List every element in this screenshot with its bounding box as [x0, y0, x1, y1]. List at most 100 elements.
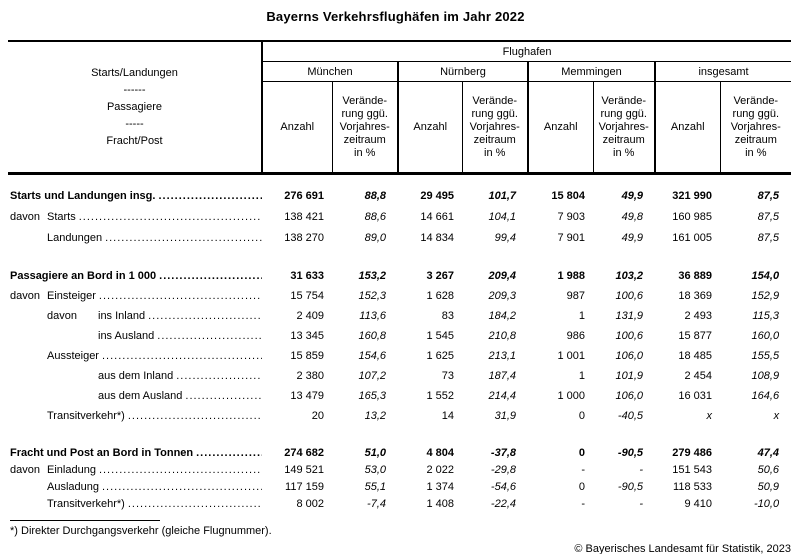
table-row: Aussteiger 15 859 154,6 1 625 213,1 1 001 106,… — [8, 346, 791, 366]
count-value: 1 001 — [557, 350, 585, 362]
change-value: 49,8 — [621, 210, 643, 223]
change-value: 101,7 — [488, 189, 516, 202]
anzahl-header: Anzahl — [654, 81, 720, 175]
change-value: 160,0 — [751, 330, 780, 342]
group-header-muenchen: München — [261, 61, 398, 82]
row-label: Einsteiger — [47, 290, 96, 302]
anzahl-header: Anzahl — [397, 81, 462, 175]
count-value: 4 804 — [426, 446, 454, 459]
change-value: 113,6 — [359, 310, 386, 322]
row-prefix: davon — [10, 290, 40, 302]
change-value: 131,9 — [615, 310, 643, 322]
count-value: 1 — [578, 310, 585, 322]
change-value: 214,4 — [488, 390, 516, 402]
change-value: 154,6 — [358, 350, 386, 362]
row-label-cell: aus dem Inland — [8, 366, 262, 386]
row-label-cell: aus dem Ausland — [8, 386, 262, 406]
table-row: Transitverkehr*) 20 13,2 14 31,9 0 -40,5 x x — [8, 406, 791, 426]
change-value: 115,3 — [752, 310, 780, 322]
count-value: 118 533 — [673, 480, 712, 493]
group-header-nuernberg: Nürnberg — [397, 61, 528, 82]
count-value: 9 410 — [684, 497, 712, 510]
change-value: 165,3 — [358, 390, 386, 402]
row-label-cell: Fracht und Post an Bord in Tonnen — [8, 444, 262, 461]
table-header: Starts/Landungen ------ Passagiere -----… — [8, 41, 791, 175]
group-header-memmingen: Memmingen — [527, 61, 655, 82]
stub-header-line: Starts/Landungen — [91, 66, 178, 79]
count-value: 1 408 — [426, 497, 454, 510]
count-value: 1 988 — [557, 270, 585, 282]
count-value: 83 — [441, 310, 454, 322]
count-value: 117 159 — [285, 480, 324, 493]
row-label: Aussteiger — [47, 350, 99, 362]
table-row: Landungen 138 270 89,0 14 834 99,4 7 901 49,9 1… — [8, 227, 791, 248]
change-header: Verände- rung ggü. Vorjahres- zeitraum i… — [461, 81, 528, 175]
row-label-wrap: aus dem Inland — [10, 370, 262, 382]
count-value: 14 834 — [420, 231, 454, 244]
row-prefix: davon — [10, 210, 40, 223]
count-value: 3 267 — [426, 270, 454, 282]
count-value: 151 543 — [672, 463, 712, 476]
row-label-wrap: davon ins Inland — [10, 310, 262, 322]
count-value: 279 486 — [672, 446, 712, 459]
change-value: x — [773, 410, 780, 422]
change-header-line: Vorjahres- — [469, 120, 520, 133]
dot-leader — [79, 211, 262, 223]
change-header-line: in % — [613, 146, 635, 159]
change-value: 31,9 — [494, 410, 516, 422]
change-value: 209,3 — [488, 290, 516, 302]
count-value: 2 380 — [296, 370, 324, 382]
count-value: 15 859 — [290, 350, 324, 362]
table-row: Fracht und Post an Bord in Tonnen 274 682… — [8, 444, 791, 461]
count-value: 7 903 — [557, 210, 585, 223]
row-label-cell: davon Einsteiger — [8, 286, 262, 306]
change-value: -29,8 — [490, 463, 516, 476]
change-header-line: Verände- — [472, 94, 518, 107]
footnote-text: *) Direkter Durchgangsverkehr (gleiche F… — [10, 525, 272, 537]
count-value: 2 022 — [426, 463, 454, 476]
dot-leader — [185, 390, 262, 402]
dot-leader — [159, 270, 262, 282]
count-value: 7 901 — [557, 231, 585, 244]
change-header-line: zeitraum — [343, 133, 386, 146]
change-value: 99,4 — [494, 231, 516, 244]
change-value: 87,5 — [757, 231, 780, 244]
count-value: 987 — [566, 290, 585, 302]
row-prefix: davon — [10, 463, 40, 476]
change-header-line: zeitraum — [734, 133, 777, 146]
change-value: 49,9 — [621, 189, 643, 202]
anzahl-header: Anzahl — [261, 81, 332, 175]
anzahl-header: Anzahl — [527, 81, 593, 175]
stub-header-line: Fracht/Post — [106, 134, 163, 147]
table-row: Transitverkehr*) 8 002 -7,4 1 408 -22,4 - - 9 4… — [8, 495, 791, 512]
row-label-wrap: aus dem Ausland — [10, 390, 262, 402]
change-value: 13,2 — [364, 410, 386, 422]
change-value: 49,9 — [621, 231, 643, 244]
dot-leader — [99, 290, 262, 302]
change-header: Verände- rung ggü. Vorjahres- zeitraum i… — [592, 81, 655, 175]
change-value: 152,9 — [751, 290, 780, 302]
table-row: Starts und Landungen insg. 276 691 88,8 29 … — [8, 185, 791, 206]
row-prefix: davon — [47, 310, 77, 322]
change-value: -7,4 — [367, 497, 386, 510]
change-value: 108,9 — [751, 370, 780, 382]
flughafen-header: Flughafen — [260, 41, 791, 62]
change-value: 100,6 — [615, 290, 643, 302]
row-label-cell: davon Einladung — [8, 461, 262, 478]
row-label-wrap: Transitverkehr*) — [10, 410, 262, 422]
change-header-line: zeitraum — [473, 133, 516, 146]
change-value: 87,5 — [757, 189, 780, 202]
change-value: - — [639, 497, 643, 510]
change-value: -90,5 — [617, 480, 643, 493]
count-value: 276 691 — [284, 189, 324, 202]
change-header-line: rung ggü. — [471, 107, 518, 120]
count-value: 14 — [441, 410, 454, 422]
change-header-line: Verände- — [733, 94, 779, 107]
row-label-cell: Transitverkehr*) — [8, 495, 262, 512]
change-value: 164,6 — [751, 390, 780, 402]
row-label-wrap: Ausladung — [10, 481, 262, 493]
group-header-insgesamt: insgesamt — [653, 61, 791, 82]
count-value: 274 682 — [284, 446, 324, 459]
spacer-cell — [8, 174, 791, 186]
footnote-rule — [10, 520, 160, 521]
